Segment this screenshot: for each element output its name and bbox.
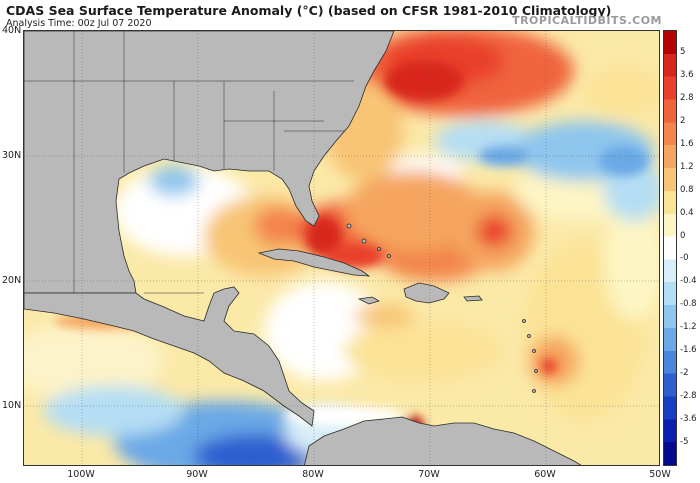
colorbar-tick-label: -2: [680, 368, 689, 379]
lat-label-10n: 10N: [2, 400, 22, 411]
lon-label-90w: 90W: [186, 469, 208, 480]
lat-label-30n: 30N: [2, 150, 22, 161]
brand-watermark: TROPICALTIDBITS.COM: [512, 14, 662, 27]
colorbar-tick-label: -1.6: [680, 345, 697, 356]
sst-anomaly-map: [23, 30, 660, 466]
colorbar-tick-label: -1.2: [680, 322, 697, 333]
state-borders: [24, 31, 354, 294]
colorbar-tick-label: -2.8: [680, 391, 697, 402]
lon-label-50w: 50W: [649, 469, 671, 480]
land: [24, 31, 582, 465]
lat-label-20n: 20N: [2, 275, 22, 286]
lon-label-80w: 80W: [302, 469, 324, 480]
puerto-rico-island: [463, 295, 483, 302]
colorbar-tick-label: 0: [680, 230, 686, 241]
jamaica-island: [357, 296, 381, 305]
colorbar-tick-label: 0.8: [680, 184, 694, 195]
south-america-land: [304, 416, 582, 465]
graticule: [24, 31, 659, 465]
colorbar-tick-label: -3.6: [680, 414, 697, 425]
colorbar-tick-label: 2.8: [680, 92, 694, 103]
colorbar-tick-label: -5: [680, 437, 689, 448]
lon-label-100w: 100W: [67, 469, 95, 480]
colorbar-tick-label: -0.8: [680, 299, 697, 310]
map-title: CDAS Sea Surface Temperature Anomaly (°C…: [6, 3, 612, 18]
colorbar-tick-label: -0: [680, 253, 689, 264]
colorbar-tick-label: 1.6: [680, 138, 694, 149]
north-america-land: [24, 31, 395, 294]
analysis-time: Analysis Time: 00z Jul 07 2020: [6, 18, 152, 29]
central-america-land: [24, 286, 315, 427]
lat-label-40n: 40N: [2, 25, 22, 36]
hispaniola-island: [403, 282, 450, 304]
colorbar: [663, 30, 677, 466]
colorbar-tick-label: 1.2: [680, 161, 694, 172]
colorbar-tick-label: 3.6: [680, 69, 694, 80]
map-canvas: [24, 31, 659, 465]
colorbar-tick-label: 0.4: [680, 207, 694, 218]
lon-label-70w: 70W: [418, 469, 440, 480]
anomaly-field: [24, 31, 659, 465]
colorbar-tick-label: 2: [680, 115, 686, 126]
colorbar-tick-label: 5: [680, 46, 686, 57]
colorbar-tick-label: -0.4: [680, 276, 697, 287]
lon-label-60w: 60W: [534, 469, 556, 480]
